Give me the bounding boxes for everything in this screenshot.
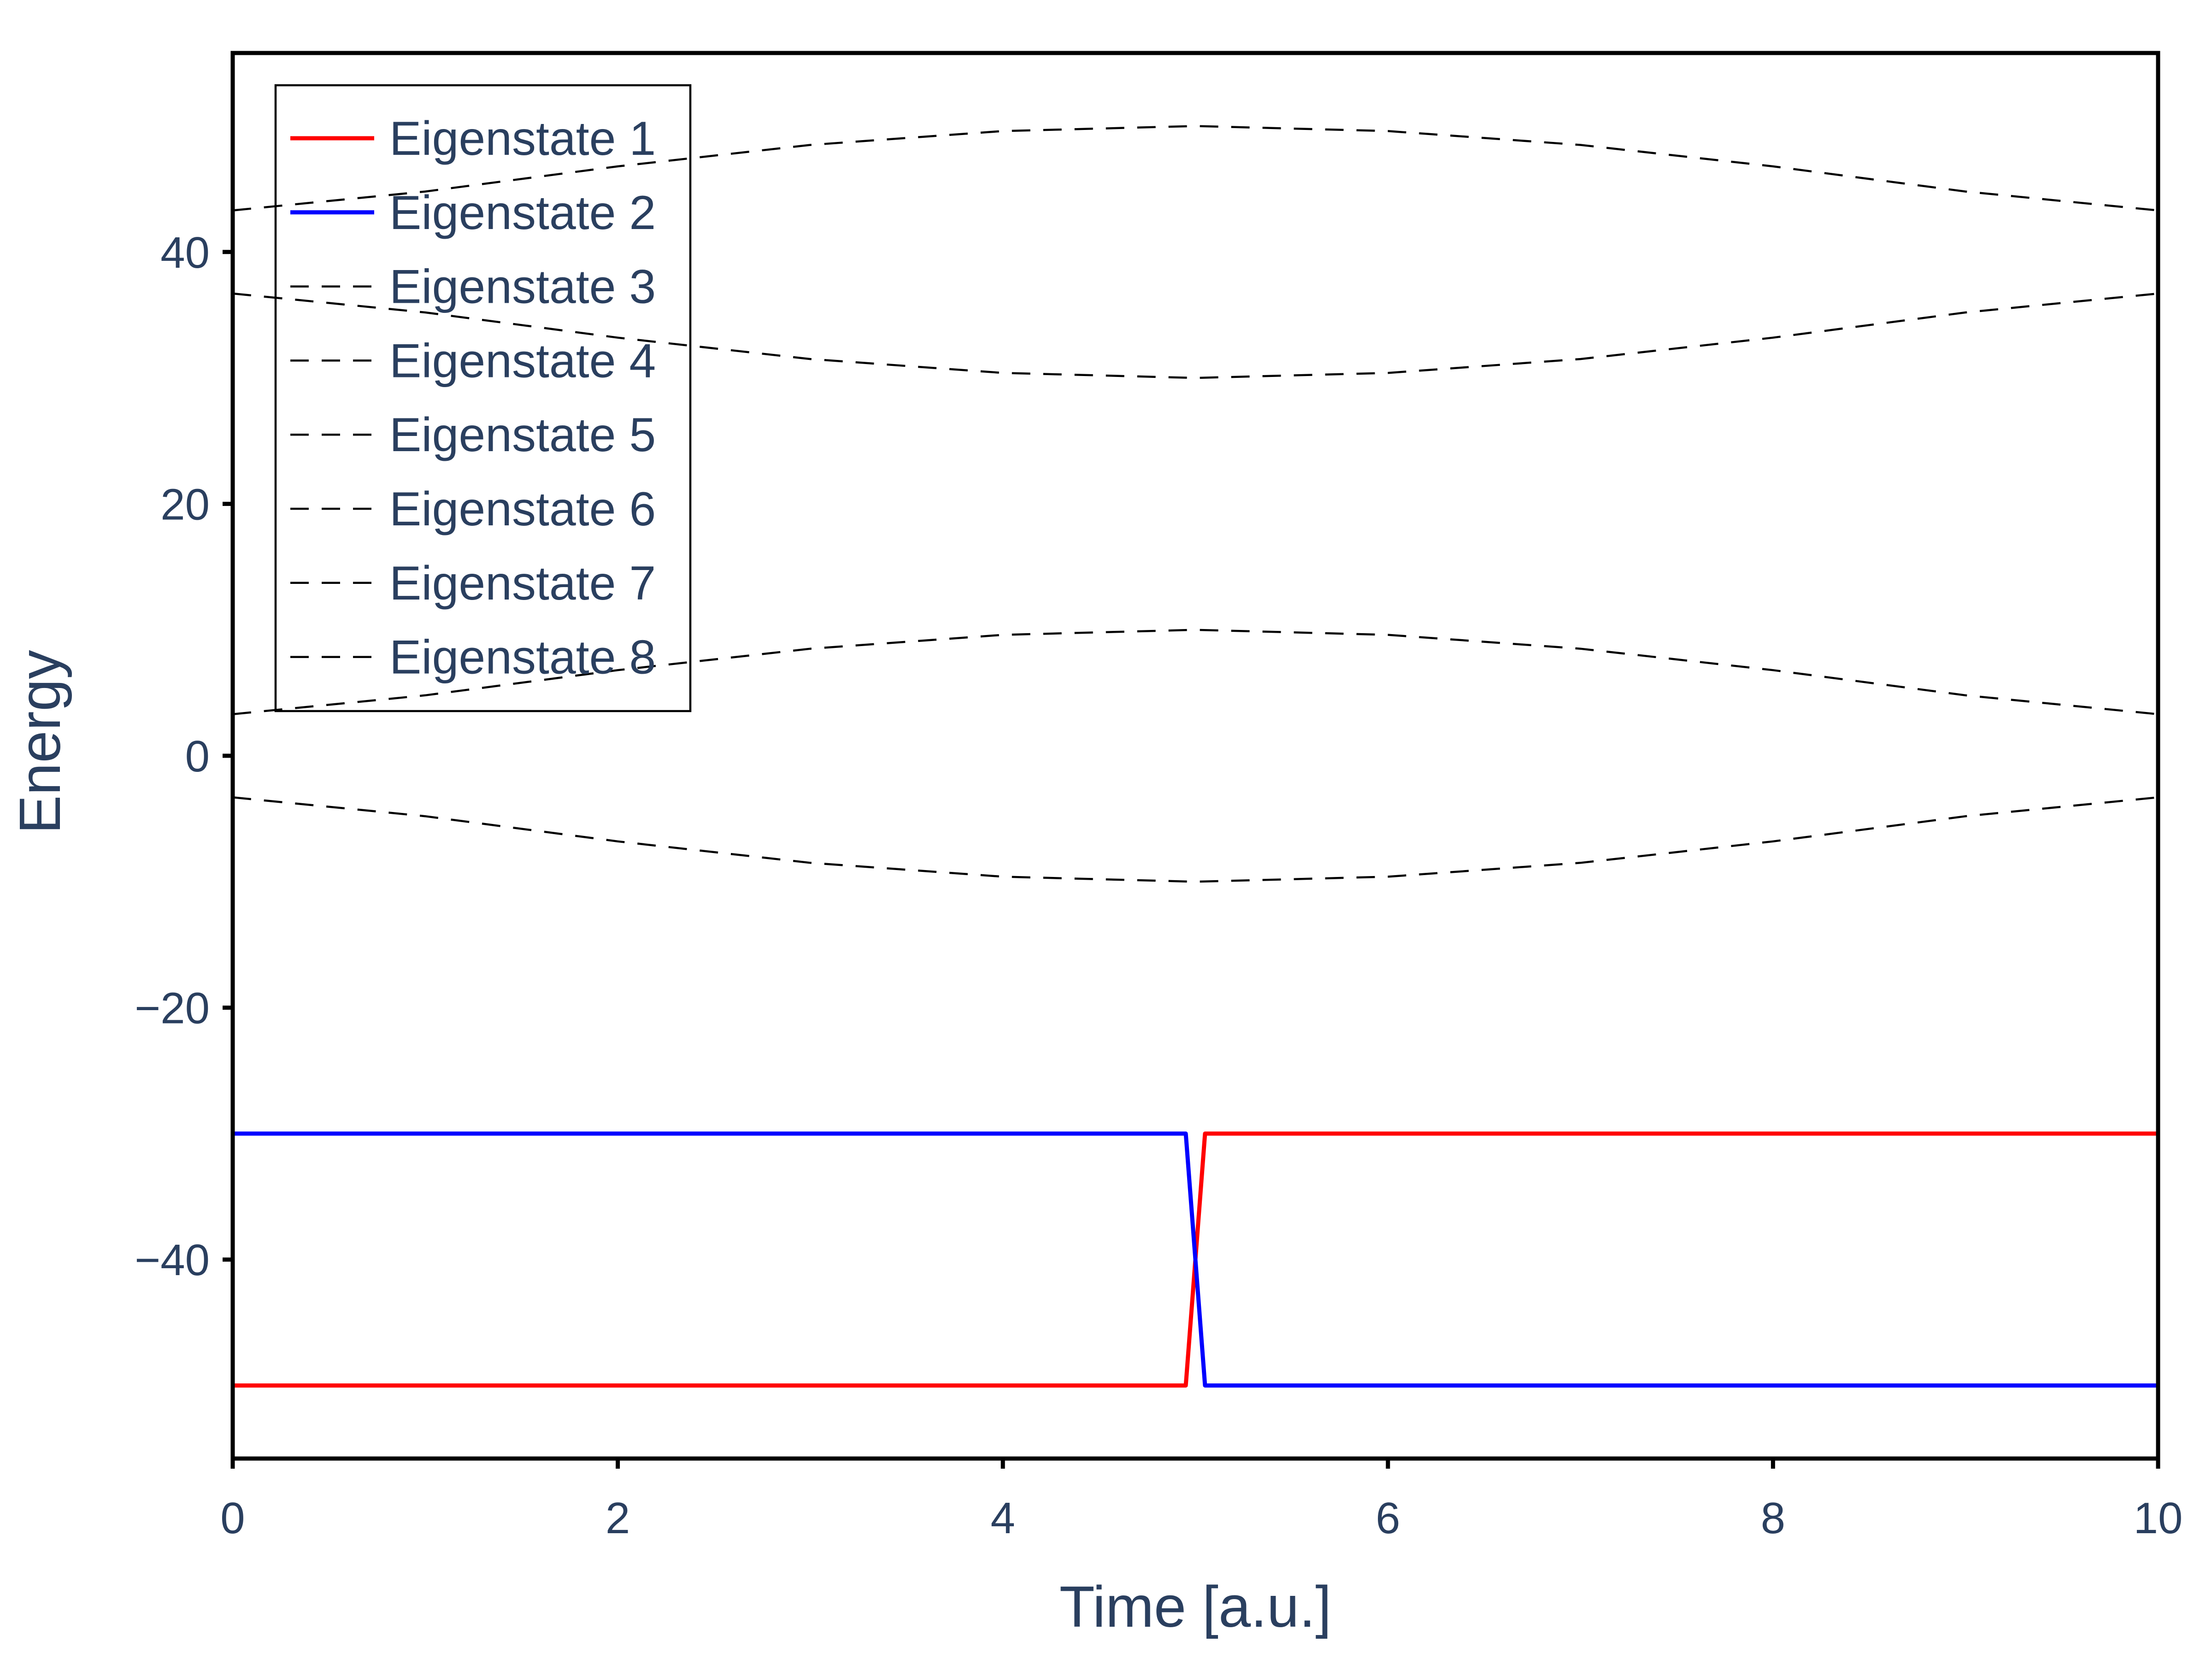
legend-label-eigenstate-4: Eigenstate 4	[389, 334, 656, 388]
legend-label-eigenstate-2: Eigenstate 2	[389, 186, 656, 240]
series-line-eigenstate-3	[232, 796, 2159, 883]
legend-label-eigenstate-5: Eigenstate 5	[389, 408, 656, 462]
x-tick-label: 8	[1761, 1494, 1785, 1543]
series-line-eigenstate-2	[233, 1131, 2158, 1388]
y-tick-label: 20	[160, 480, 210, 529]
y-tick-label: −20	[135, 984, 210, 1033]
series-line-eigenstate-5	[232, 292, 2159, 379]
legend-label-eigenstate-6: Eigenstate 6	[389, 482, 656, 536]
x-tick-label: 10	[2134, 1494, 2183, 1543]
legend-label-eigenstate-8: Eigenstate 8	[389, 631, 656, 684]
y-tick-label: 0	[185, 732, 210, 781]
x-tick-label: 4	[991, 1494, 1015, 1543]
y-tick-label: −40	[135, 1235, 210, 1285]
x-tick-label: 6	[1376, 1494, 1400, 1543]
legend-label-eigenstate-7: Eigenstate 7	[389, 557, 656, 610]
y-axis-title: Energy	[7, 650, 72, 834]
legend-label-eigenstate-1: Eigenstate 1	[389, 112, 656, 165]
x-axis-title: Time [a.u.]	[1059, 1574, 1332, 1639]
series-layer	[232, 125, 2159, 1388]
legend-label-eigenstate-3: Eigenstate 3	[389, 260, 656, 314]
y-axis-ticks: −40 −20 0 20 40	[135, 228, 233, 1285]
y-tick-label: 40	[160, 228, 210, 277]
series-line-eigenstate-4	[232, 629, 2159, 716]
x-tick-label: 0	[220, 1494, 245, 1543]
legend: Eigenstate 1 Eigenstate 2 Eigenstate 3 Eige…	[274, 84, 692, 712]
series-line-eigenstate-6	[232, 125, 2159, 212]
x-tick-label: 2	[606, 1494, 630, 1543]
legend-box	[274, 84, 692, 712]
x-axis-ticks: 0 2 4 6 8 10	[220, 1459, 2183, 1543]
